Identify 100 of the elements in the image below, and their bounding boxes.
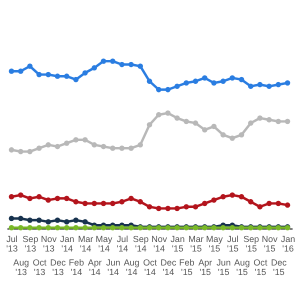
point (8, 225, 14, 230)
x-tick-label: Oct '14 (143, 257, 158, 278)
point (238, 76, 244, 82)
point (220, 225, 226, 230)
point (230, 135, 236, 141)
point (54, 144, 60, 150)
point (266, 84, 272, 89)
point (82, 137, 88, 143)
point (128, 196, 134, 202)
point (257, 204, 263, 210)
point (220, 194, 226, 200)
x-tick-label: Feb '15 (179, 257, 194, 278)
point (100, 144, 106, 150)
point (73, 199, 79, 204)
x-tick-label: Feb '14 (68, 257, 84, 278)
point (82, 70, 88, 76)
point (146, 122, 152, 128)
point (211, 80, 217, 86)
x-tick-label: Dec '13 (50, 257, 66, 278)
x-tick-label: Nov '13 (40, 234, 58, 254)
point (92, 142, 97, 148)
point (8, 147, 14, 153)
point (138, 64, 143, 69)
point (46, 72, 51, 78)
point (257, 82, 263, 88)
point (138, 142, 143, 148)
x-tick-label: Oct '13 (32, 257, 47, 278)
point (82, 225, 88, 230)
point (73, 225, 79, 230)
point (18, 225, 24, 230)
x-tick-label: Oct '15 (254, 257, 268, 278)
point (54, 74, 60, 79)
point (238, 132, 244, 138)
point (174, 206, 180, 212)
point (100, 225, 106, 230)
x-tick-label: Dec '14 (160, 257, 177, 278)
point (184, 118, 190, 124)
point (192, 204, 198, 210)
point (54, 217, 60, 223)
point (128, 225, 134, 230)
point (27, 64, 33, 69)
point (156, 86, 162, 92)
point (46, 225, 51, 230)
x-tick-label: Apr '15 (198, 257, 212, 278)
point (248, 84, 254, 89)
point (211, 197, 217, 203)
x-tick-label: Sep '14 (132, 234, 149, 254)
point (36, 217, 42, 223)
point (202, 200, 208, 206)
point (46, 197, 51, 203)
point (266, 117, 272, 122)
x-tick-label: May '14 (96, 234, 113, 254)
point (276, 82, 282, 88)
point (230, 225, 236, 230)
point (36, 194, 42, 200)
point (73, 217, 79, 223)
point (138, 199, 143, 204)
point (100, 200, 106, 206)
point (18, 148, 24, 154)
point (165, 86, 171, 92)
x-tick-label: Sep '15 (243, 234, 260, 254)
point (238, 194, 244, 200)
point (220, 78, 226, 84)
point (230, 75, 236, 81)
point (92, 225, 97, 230)
point (192, 78, 198, 84)
x-tick-label: Nov '14 (151, 234, 168, 254)
point (27, 148, 33, 154)
point (54, 196, 60, 202)
point (73, 76, 79, 82)
point (202, 127, 208, 132)
x-tick-label: Jan '16 (280, 234, 296, 254)
point (119, 199, 125, 204)
point (73, 137, 79, 143)
point (27, 217, 33, 223)
point (128, 146, 134, 151)
x-tick-label: Jun '14 (106, 257, 120, 278)
point (257, 115, 263, 121)
point (165, 110, 171, 116)
point (100, 58, 106, 64)
x-tick-label: Jun '15 (216, 257, 231, 278)
point (248, 199, 254, 204)
point (82, 200, 88, 206)
x-tick-label: Jul '13 (6, 234, 18, 254)
point (36, 225, 42, 230)
point (110, 146, 116, 151)
point (184, 204, 190, 210)
point (54, 225, 60, 230)
point (119, 62, 125, 68)
x-tick-label: Jul '15 (227, 234, 239, 254)
x-tick-label: Jan '14 (60, 234, 74, 254)
x-tick-label: Aug '14 (124, 257, 140, 278)
x-tick-label: Dec '15 (270, 257, 288, 278)
point (64, 140, 70, 146)
point (128, 62, 134, 68)
point (110, 225, 116, 230)
x-tick-label: Jul '14 (116, 234, 128, 254)
point (192, 120, 198, 126)
point (119, 146, 125, 151)
point (18, 216, 24, 222)
